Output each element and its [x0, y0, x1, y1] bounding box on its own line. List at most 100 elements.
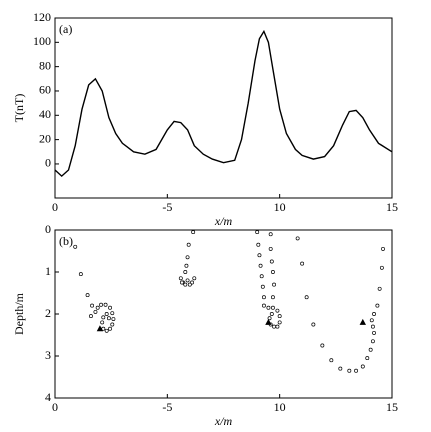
circle-point [192, 276, 197, 281]
circle-point [108, 305, 112, 310]
circle-point [347, 368, 352, 373]
circle-point [275, 308, 280, 313]
circle-point [101, 315, 106, 320]
circle-point [257, 253, 262, 258]
circle-point [270, 270, 275, 274]
circle-point [272, 324, 276, 329]
y-tick-label: 0 [45, 222, 51, 236]
circle-point [104, 312, 109, 316]
circle-point [277, 320, 282, 325]
circle-point [320, 343, 325, 348]
plot-frame [54, 17, 393, 199]
circle-point [381, 246, 385, 251]
triangle-point [265, 318, 272, 325]
circle-point [269, 312, 274, 316]
y-tick-label: 100 [33, 34, 51, 48]
circle-point [100, 320, 105, 325]
circle-point [261, 303, 266, 308]
circle-point [377, 286, 382, 291]
circle-point [295, 236, 300, 241]
y-tick-label: 4 [45, 390, 51, 404]
y-tick-label: 60 [39, 83, 51, 97]
circle-point [368, 347, 373, 352]
circle-point [108, 326, 112, 331]
circle-point [329, 358, 334, 363]
y-axis-label: T(nT) [12, 94, 26, 123]
circle-point [185, 255, 190, 260]
x-tick-label: 10 [274, 400, 286, 414]
circle-point [258, 263, 263, 268]
x-axis-label: x/m [214, 214, 233, 228]
circle-point [370, 324, 375, 329]
triangle-point [359, 318, 366, 325]
data-line [54, 29, 393, 178]
circle-point [90, 303, 95, 308]
x-axis-label: x/m [214, 414, 233, 428]
circle-point [267, 316, 272, 321]
circle-point [104, 328, 109, 333]
panel-label: (a) [59, 22, 72, 36]
circle-point [375, 303, 380, 308]
circle-point [369, 318, 374, 323]
circle-point [372, 312, 376, 316]
circle-point [311, 322, 316, 327]
circle-point [178, 276, 183, 281]
circle-point [379, 265, 384, 270]
circle-point [354, 368, 359, 373]
circle-point [183, 270, 188, 274]
circle-point [272, 282, 276, 287]
circle-point [270, 305, 275, 310]
x-tick-label: -5 [162, 200, 172, 214]
circle-point [259, 274, 264, 279]
circle-point [261, 295, 266, 300]
circle-point [103, 302, 108, 307]
y-axis-label: Depth/m [12, 292, 26, 335]
circle-point [85, 293, 90, 298]
circle-point [360, 364, 365, 369]
x-tick-label: -5 [162, 400, 172, 414]
y-tick-label: 40 [39, 107, 51, 121]
x-tick-label: 0 [52, 400, 58, 414]
circle-point [275, 324, 280, 329]
circle-point [370, 339, 375, 344]
circle-point [78, 272, 83, 277]
circle-point [260, 284, 265, 289]
circle-point [99, 302, 104, 307]
x-tick-label: 10 [274, 200, 286, 214]
circle-point [372, 330, 376, 335]
circle-point [187, 282, 192, 287]
x-tick-label: 0 [52, 200, 58, 214]
circle-point [270, 295, 275, 300]
y-tick-label: 2 [45, 306, 51, 320]
circle-point [300, 261, 305, 266]
y-tick-label: 120 [33, 10, 51, 24]
circle-point [185, 278, 190, 283]
y-tick-label: 1 [45, 264, 51, 278]
circle-point [179, 280, 184, 285]
circle-point [183, 282, 188, 287]
circle-point [338, 366, 343, 371]
circle-point [191, 230, 196, 235]
circle-point [93, 309, 98, 314]
y-tick-label: 0 [45, 156, 51, 170]
circle-point [277, 314, 282, 319]
y-tick-label: 80 [39, 58, 51, 72]
circle-point [110, 322, 115, 327]
triangle-point [96, 325, 104, 332]
circle-point [110, 311, 115, 316]
y-tick-label: 20 [39, 131, 51, 145]
x-tick-label: 15 [386, 200, 398, 214]
circle-point [255, 230, 260, 235]
circle-point [88, 314, 93, 319]
circle-point [268, 246, 273, 251]
y-tick-label: 3 [45, 348, 51, 362]
circle-point [111, 317, 116, 321]
x-tick-label: 15 [386, 400, 398, 414]
panel-label: (b) [59, 234, 73, 248]
circle-point [268, 232, 273, 237]
circle-point [256, 242, 261, 247]
circle-point [304, 295, 309, 300]
circle-point [269, 259, 274, 264]
circle-point [266, 305, 271, 310]
circle-point [186, 242, 191, 247]
